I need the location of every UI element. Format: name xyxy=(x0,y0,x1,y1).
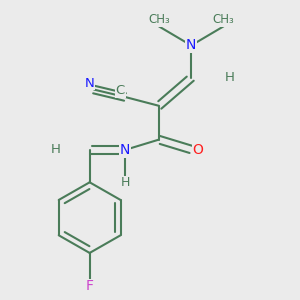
Text: N: N xyxy=(186,38,196,52)
Text: N: N xyxy=(120,143,130,157)
Text: H: H xyxy=(120,176,130,189)
Text: H: H xyxy=(225,71,235,84)
Text: CH₃: CH₃ xyxy=(213,13,235,26)
Text: CH₃: CH₃ xyxy=(148,13,170,26)
Text: N: N xyxy=(84,76,94,90)
Text: F: F xyxy=(85,279,94,293)
Text: O: O xyxy=(193,143,204,157)
Text: H: H xyxy=(50,143,60,156)
Text: C: C xyxy=(116,84,125,97)
